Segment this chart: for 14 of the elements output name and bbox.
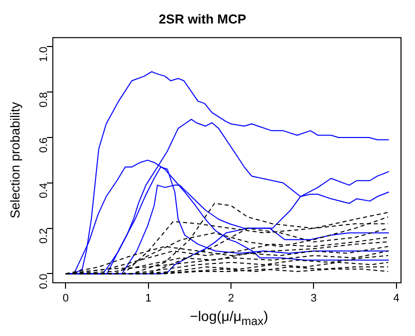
- y-tick-label: 0.6: [38, 137, 50, 153]
- x-axis-title: −log(μ/μ$_{max}$): [188, 308, 270, 328]
- y-tick-label: 1.0: [38, 46, 50, 62]
- y-tick-label: 0.8: [38, 92, 50, 108]
- x-tick-label: 3: [310, 292, 317, 304]
- x-tick-label: 1: [145, 292, 152, 304]
- y-tick-label: 0.4: [38, 182, 50, 198]
- y-axis-title: Selection probability: [7, 102, 22, 218]
- x-tick-label: 0: [62, 292, 69, 304]
- x-tick-label: 2: [228, 292, 234, 304]
- chart-title: 2SR with MCP: [158, 11, 247, 26]
- x-tick-label: 4: [393, 292, 400, 304]
- y-tick-label: 0.2: [38, 228, 50, 244]
- y-tick-label: 0.0: [38, 274, 50, 290]
